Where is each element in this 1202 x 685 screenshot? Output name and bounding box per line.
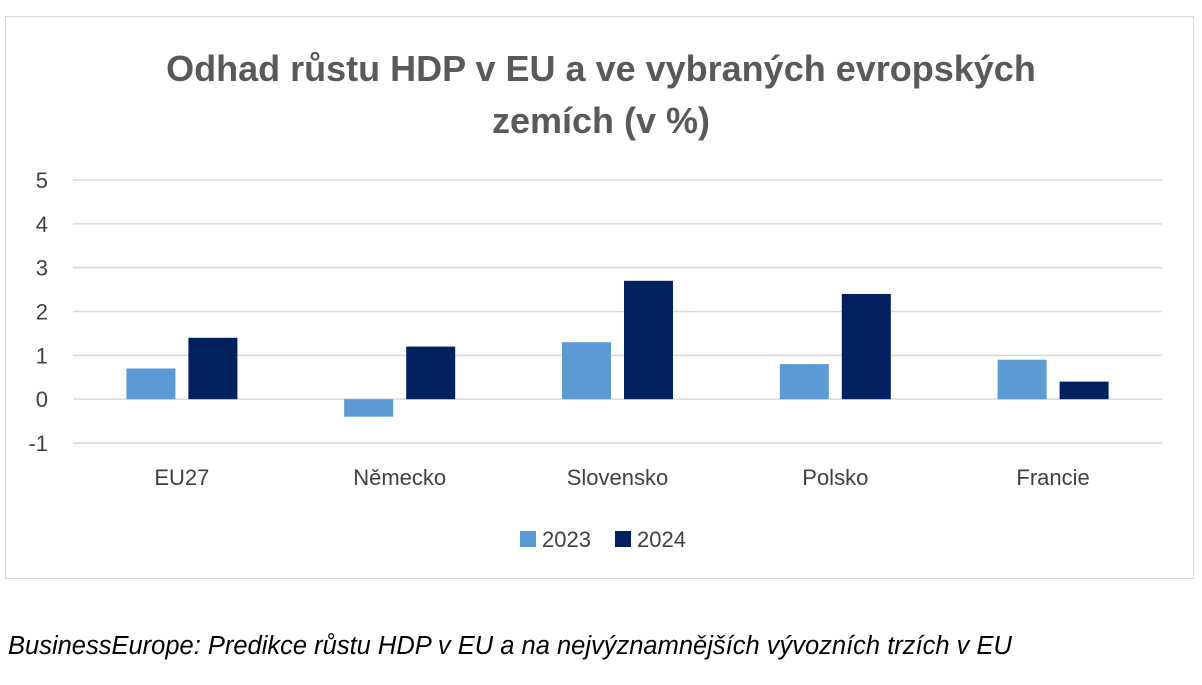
y-tick-label-4: 1 (36, 343, 48, 368)
bar-2024-2 (624, 280, 673, 400)
bar-2023-2 (562, 342, 611, 400)
legend: 2023 2024 (520, 527, 686, 552)
legend-label-2024: 2024 (637, 527, 686, 552)
y-tick-label-3: 2 (36, 300, 48, 325)
bar-2023-0 (126, 368, 176, 400)
figure-caption: BusinessEurope: Predikce růstu HDP v EU … (8, 632, 1012, 660)
bar-chart: Odhad růstu HDP v EU a ve vybraných evro… (28, 48, 1162, 552)
bar-2023-4 (997, 359, 1047, 400)
chart-title-line-2: zemích (v %) (492, 100, 710, 141)
y-axis-ticks: 5 4 3 2 1 0 -1 (28, 168, 48, 456)
x-tick-label-3: Polsko (802, 465, 868, 490)
y-tick-label-0: 5 (36, 168, 48, 193)
y-tick-label-5: 0 (36, 387, 48, 412)
bar-2024-1 (406, 346, 456, 400)
x-tick-label-4: Francie (1016, 465, 1089, 490)
bars (126, 280, 1109, 417)
chart-frame: Odhad růstu HDP v EU a ve vybraných evro… (5, 16, 1194, 579)
legend-swatch-2024 (615, 531, 631, 547)
legend-swatch-2023 (520, 531, 536, 547)
bar-2024-3 (841, 293, 891, 400)
gridlines (73, 179, 1162, 444)
x-tick-label-0: EU27 (154, 465, 209, 490)
chart-title-line-1: Odhad růstu HDP v EU a ve vybraných evro… (166, 48, 1036, 89)
y-tick-label-1: 4 (36, 212, 48, 237)
x-tick-label-1: Německo (353, 465, 446, 490)
y-tick-label-6: -1 (28, 431, 48, 456)
x-axis-ticks: EU27 Německo Slovensko Polsko Francie (154, 465, 1089, 490)
bar-2023-3 (779, 364, 829, 400)
legend-label-2023: 2023 (542, 527, 591, 552)
bar-2024-4 (1059, 381, 1109, 400)
bar-2024-0 (188, 337, 238, 400)
bar-2023-1 (344, 399, 394, 417)
x-tick-label-2: Slovensko (567, 465, 669, 490)
y-tick-label-2: 3 (36, 256, 48, 281)
